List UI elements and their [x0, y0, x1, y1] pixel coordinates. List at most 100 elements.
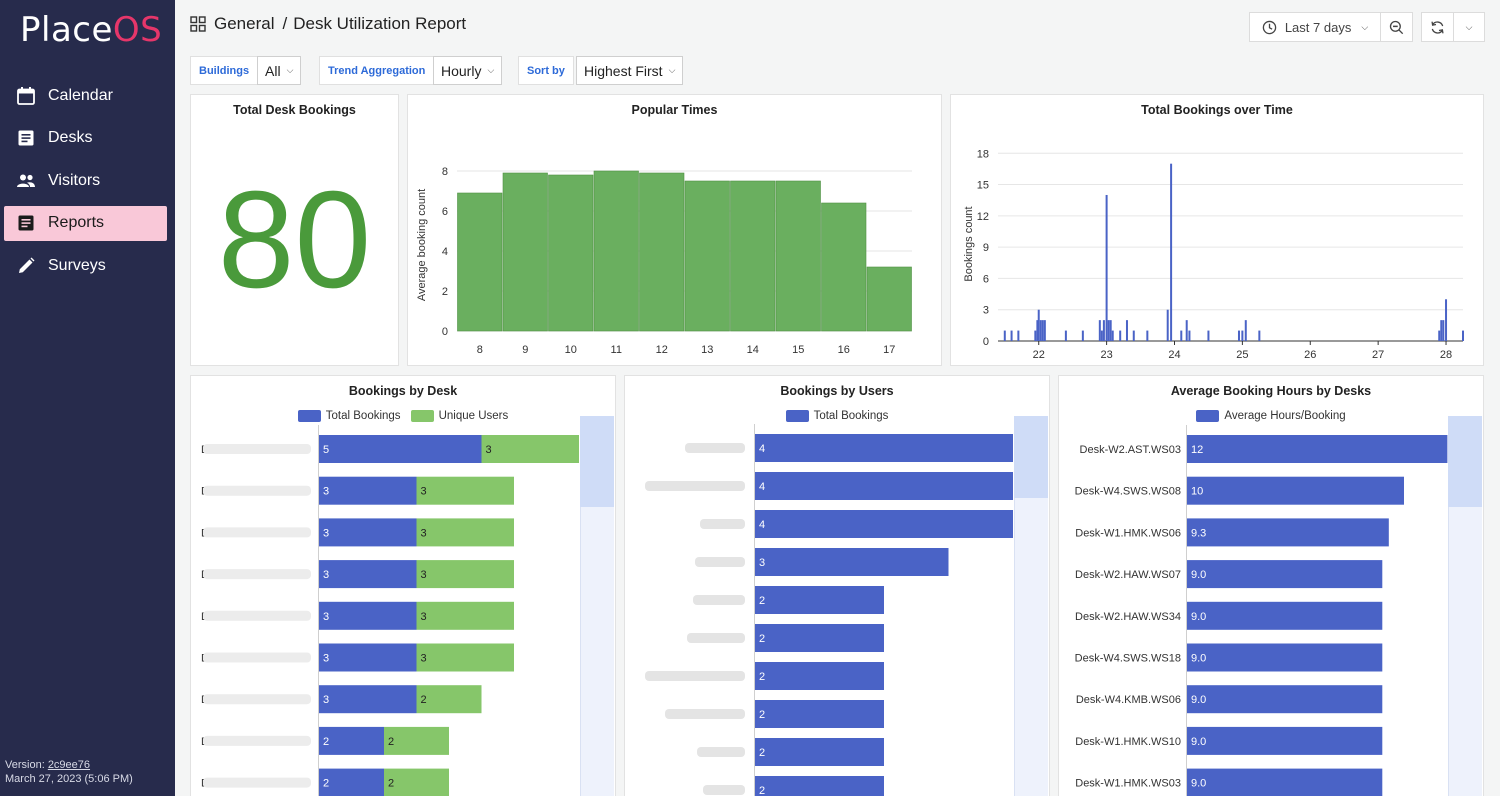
- data-zoom-handle[interactable]: [580, 416, 614, 507]
- y-tick-label: 6: [442, 206, 448, 218]
- data-label: 10: [1191, 486, 1203, 498]
- bar: [1003, 330, 1006, 341]
- bar: [1445, 299, 1448, 341]
- y-category-label: Desk-W1.HMK.WS03: [1075, 778, 1181, 790]
- bar: [1187, 435, 1448, 463]
- legend-item-unique-users[interactable]: Unique Users: [410, 410, 508, 422]
- data-zoom-handle[interactable]: [1014, 416, 1048, 498]
- bar: [755, 624, 884, 652]
- bar: [319, 601, 417, 630]
- bar: [1036, 320, 1039, 341]
- bar: [416, 601, 514, 630]
- breadcrumb: General / Desk Utilization Report: [190, 14, 466, 34]
- breadcrumb-separator: /: [282, 14, 288, 33]
- x-tick-label: 28: [1440, 349, 1452, 361]
- bar: [481, 435, 579, 463]
- bar: [730, 180, 776, 332]
- bar: [1187, 601, 1383, 630]
- bar: [1109, 320, 1112, 341]
- version-date: March 27, 2023 (5:06 PM): [5, 773, 133, 785]
- bar: [1187, 726, 1383, 755]
- bookings-over-time-panel: Total Bookings over Time 0 3 6 9 12 15 18 22 23 2…: [950, 94, 1484, 366]
- x-tick-label: 14: [747, 344, 759, 356]
- sidebar-item-label: Visitors: [48, 171, 101, 189]
- bar: [416, 643, 514, 672]
- bar: [1185, 320, 1188, 341]
- bookings-by-users-panel: Bookings by Users Total Bookings 4 4 4 3 2 2 2…: [624, 375, 1050, 796]
- bar: [1187, 560, 1383, 589]
- sidebar-item-calendar[interactable]: Calendar: [4, 78, 167, 113]
- chart-legend: Total Bookings Unique Users: [191, 410, 615, 422]
- bar: [384, 768, 449, 796]
- version-hash-link[interactable]: 2c9ee76: [47, 759, 91, 771]
- data-label: 2: [421, 694, 427, 706]
- sidebar-item-visitors[interactable]: Visitors: [4, 163, 167, 198]
- data-label: 3: [759, 557, 765, 569]
- redacted-label: [645, 671, 745, 681]
- redacted-label-suffix: [203, 652, 311, 663]
- zoom-out-button[interactable]: [1380, 12, 1413, 42]
- time-range-label: Last 7 days: [1284, 19, 1352, 35]
- bar: [1180, 330, 1183, 341]
- legend-item-total-bookings[interactable]: Total Bookings: [785, 410, 888, 422]
- bar: [1043, 320, 1046, 341]
- redacted-label: [687, 633, 745, 643]
- chart-legend: Average Hours/Booking: [1059, 410, 1483, 422]
- x-tick-label: 12: [656, 344, 668, 356]
- x-tick-label: 26: [1304, 349, 1316, 361]
- trend-aggregation-select[interactable]: Hourly ⌵: [433, 56, 503, 85]
- breadcrumb-root[interactable]: General: [214, 14, 275, 33]
- data-label: 2: [323, 736, 329, 748]
- bar: [1010, 330, 1013, 341]
- bar: [684, 180, 730, 332]
- sidebar-item-label: Reports: [48, 214, 105, 231]
- data-label: 3: [486, 444, 492, 456]
- y-tick-label: 2: [442, 286, 448, 298]
- buildings-select[interactable]: All ⌵: [257, 56, 302, 85]
- legend-item-average-hours[interactable]: Average Hours/Booking: [1196, 410, 1346, 422]
- data-label: 2: [759, 633, 765, 645]
- popular-times-panel: Popular Times 0 2 4 6 8 8 9 10 11 12 13 14 15 16 17 Ave…: [407, 94, 942, 366]
- data-label: 2: [323, 778, 329, 790]
- avg-hours-by-desks-panel: Average Booking Hours by Desks Average H…: [1058, 375, 1484, 796]
- legend-item-total-bookings[interactable]: Total Bookings: [297, 410, 401, 422]
- total-desk-bookings-panel: Total Desk Bookings 80: [190, 94, 399, 366]
- sidebar-item-reports[interactable]: Reports: [4, 205, 167, 241]
- report-icon: [16, 213, 36, 233]
- bar: [1187, 518, 1389, 547]
- data-label: 2: [759, 709, 765, 721]
- sort-by-select[interactable]: Highest First ⌵: [576, 56, 684, 85]
- sidebar-item-surveys[interactable]: Surveys: [4, 248, 167, 283]
- sidebar-item-desks[interactable]: Desks: [4, 121, 167, 156]
- time-range-picker[interactable]: Last 7 days ⌵: [1249, 12, 1381, 42]
- data-label: 9.0: [1191, 569, 1206, 581]
- bar: [319, 726, 384, 755]
- data-label: 9.0: [1191, 653, 1206, 665]
- data-label: 3: [323, 694, 329, 706]
- bar: [1166, 309, 1169, 341]
- bar: [755, 472, 1013, 500]
- data-label: 3: [323, 611, 329, 623]
- sidebar: PlaceOS Calendar Desks Visitors Reports: [0, 0, 175, 796]
- x-tick-label: 23: [1100, 349, 1112, 361]
- x-tick-label: 16: [838, 344, 850, 356]
- refresh-interval-dropdown[interactable]: ⌵: [1453, 12, 1485, 42]
- bar: [755, 586, 884, 614]
- data-zoom-handle[interactable]: [1448, 416, 1482, 507]
- refresh-button[interactable]: [1421, 12, 1454, 42]
- data-label: 9.0: [1191, 694, 1206, 706]
- data-label: 2: [388, 778, 394, 790]
- x-tick-label: 24: [1168, 349, 1180, 361]
- redacted-label: [703, 785, 745, 795]
- trend-aggregation-label: Trend Aggregation: [319, 56, 435, 85]
- panel-title: Bookings by Desk: [348, 384, 458, 398]
- placeos-logo[interactable]: PlaceOS: [20, 10, 163, 50]
- redacted-label: [665, 709, 745, 719]
- bar: [319, 435, 482, 463]
- bar: [1438, 330, 1441, 341]
- y-tick-label: 6: [983, 273, 989, 285]
- x-tick-label: 25: [1236, 349, 1248, 361]
- y-tick-label: 18: [977, 148, 989, 160]
- redacted-label-suffix: [203, 569, 311, 580]
- bar: [548, 174, 594, 332]
